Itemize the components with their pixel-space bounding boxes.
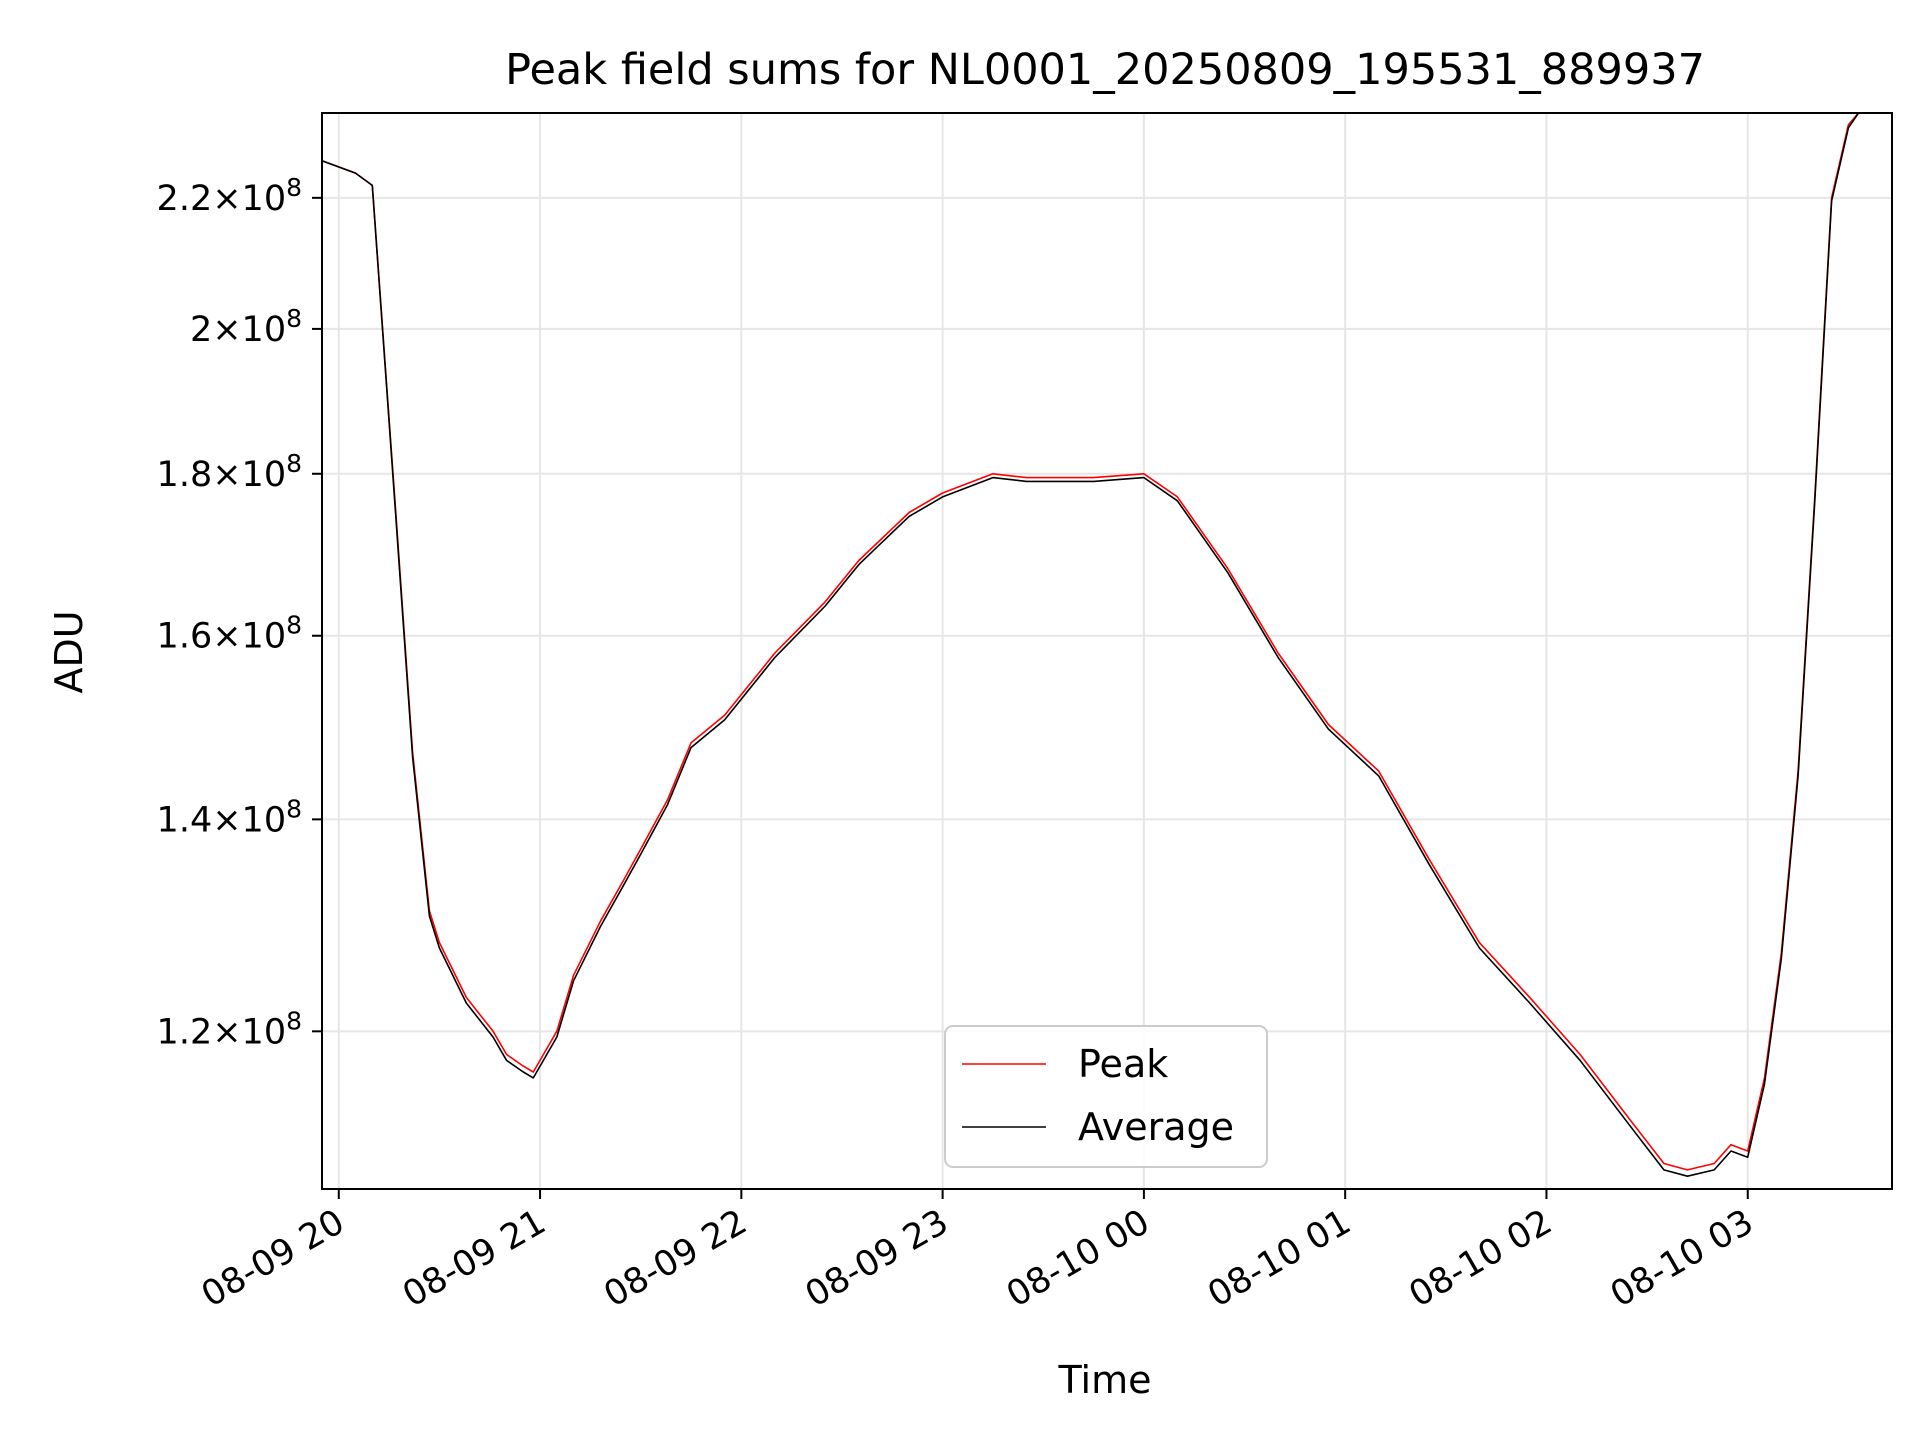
y-tick-label: 1.2×108 — [157, 1006, 302, 1052]
x-axis-label: Time — [1058, 1358, 1152, 1402]
y-tick-times: ×10 — [212, 800, 286, 840]
y-tick-exponent: 8 — [286, 1006, 302, 1035]
series-line-peak — [322, 113, 1860, 1171]
series-line-average — [322, 113, 1860, 1177]
y-tick-mantissa: 1.2 — [157, 1012, 213, 1052]
y-tick-times: ×10 — [212, 310, 286, 350]
y-tick-exponent: 8 — [286, 173, 302, 202]
y-tick-mantissa: 1.8 — [157, 455, 213, 495]
y-tick-label: 2.2×108 — [157, 173, 302, 219]
legend-label-peak: Peak — [1078, 1042, 1168, 1086]
y-tick-mantissa: 1.4 — [157, 800, 213, 840]
legend-label-average: Average — [1078, 1105, 1234, 1149]
series-layer — [322, 113, 1860, 1177]
y-tick-mantissa: 2 — [190, 310, 212, 350]
legend-box — [944, 1025, 1268, 1168]
y-tick-times: ×10 — [212, 617, 286, 657]
y-tick-label: 1.8×108 — [157, 449, 302, 495]
y-tick-exponent: 8 — [286, 794, 302, 823]
legend: Peak Average — [944, 1025, 1268, 1168]
y-axis-label: ADU — [47, 610, 91, 693]
grid — [322, 113, 1892, 1189]
chart-title: Peak field sums for NL0001_20250809_1955… — [505, 45, 1705, 95]
plot-frame — [321, 112, 1893, 1190]
y-tick-exponent: 8 — [286, 304, 302, 333]
y-tick-mantissa: 2.2 — [157, 179, 213, 219]
y-tick-times: ×10 — [212, 179, 286, 219]
y-tick-label: 1.4×108 — [157, 794, 302, 840]
y-tick-exponent: 8 — [286, 449, 302, 478]
y-tick-times: ×10 — [212, 455, 286, 495]
y-tick-mantissa: 1.6 — [157, 617, 213, 657]
y-tick-times: ×10 — [212, 1012, 286, 1052]
y-tick-exponent: 8 — [286, 611, 302, 640]
y-tick-label: 1.6×108 — [157, 611, 302, 657]
y-tick-label: 2×108 — [190, 304, 302, 350]
